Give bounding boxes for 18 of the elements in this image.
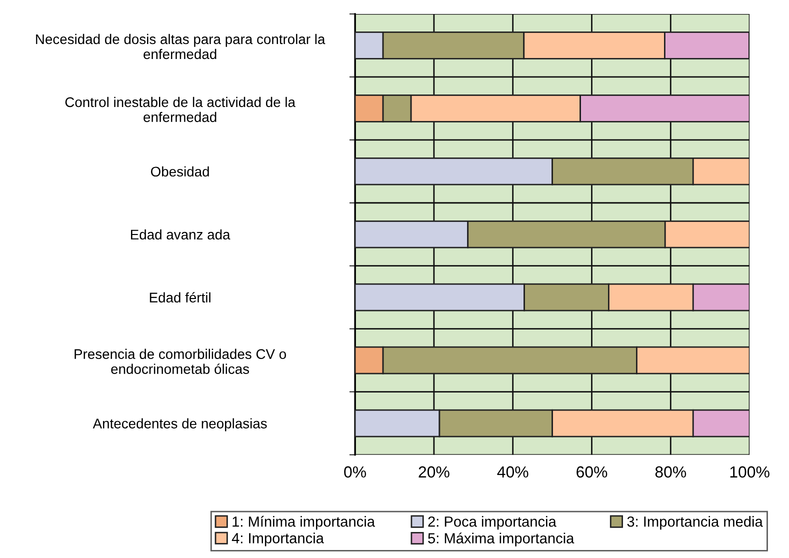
- y-tick-label: Edad avanz ada: [131, 229, 230, 240]
- legend-label: 4: Importancia: [232, 532, 324, 546]
- legend-label: 1: Mínima importancia: [232, 516, 376, 530]
- legend-label: 3: Importancia media: [627, 516, 763, 530]
- x-tick-label: 80%: [655, 466, 686, 478]
- y-tick-label: Presencia de comorbilidades CV o endocrinometab ólicas: [74, 348, 286, 374]
- x-tick-label: 100%: [730, 466, 770, 478]
- y-tick-label: Antecedentes de neoplasias: [92, 418, 267, 432]
- y-tick-label: Necesidad de dosis altas para para controlar la enfermedad: [36, 34, 326, 60]
- x-tick-label: 60%: [576, 466, 608, 478]
- y-tick-label: Obesidad: [150, 166, 209, 177]
- x-tick-label: 20%: [418, 466, 450, 478]
- legend-label: 2: Poca importancia: [428, 516, 556, 530]
- legend-label: 5: Máxima importancia: [428, 532, 574, 546]
- x-tick-label: 40%: [497, 466, 528, 478]
- y-tick-label: Control inestable de la actividad de la enfermedad: [65, 96, 296, 122]
- x-tick-label: 0%: [344, 466, 366, 478]
- y-tick-label: Edad fértil: [150, 292, 210, 303]
